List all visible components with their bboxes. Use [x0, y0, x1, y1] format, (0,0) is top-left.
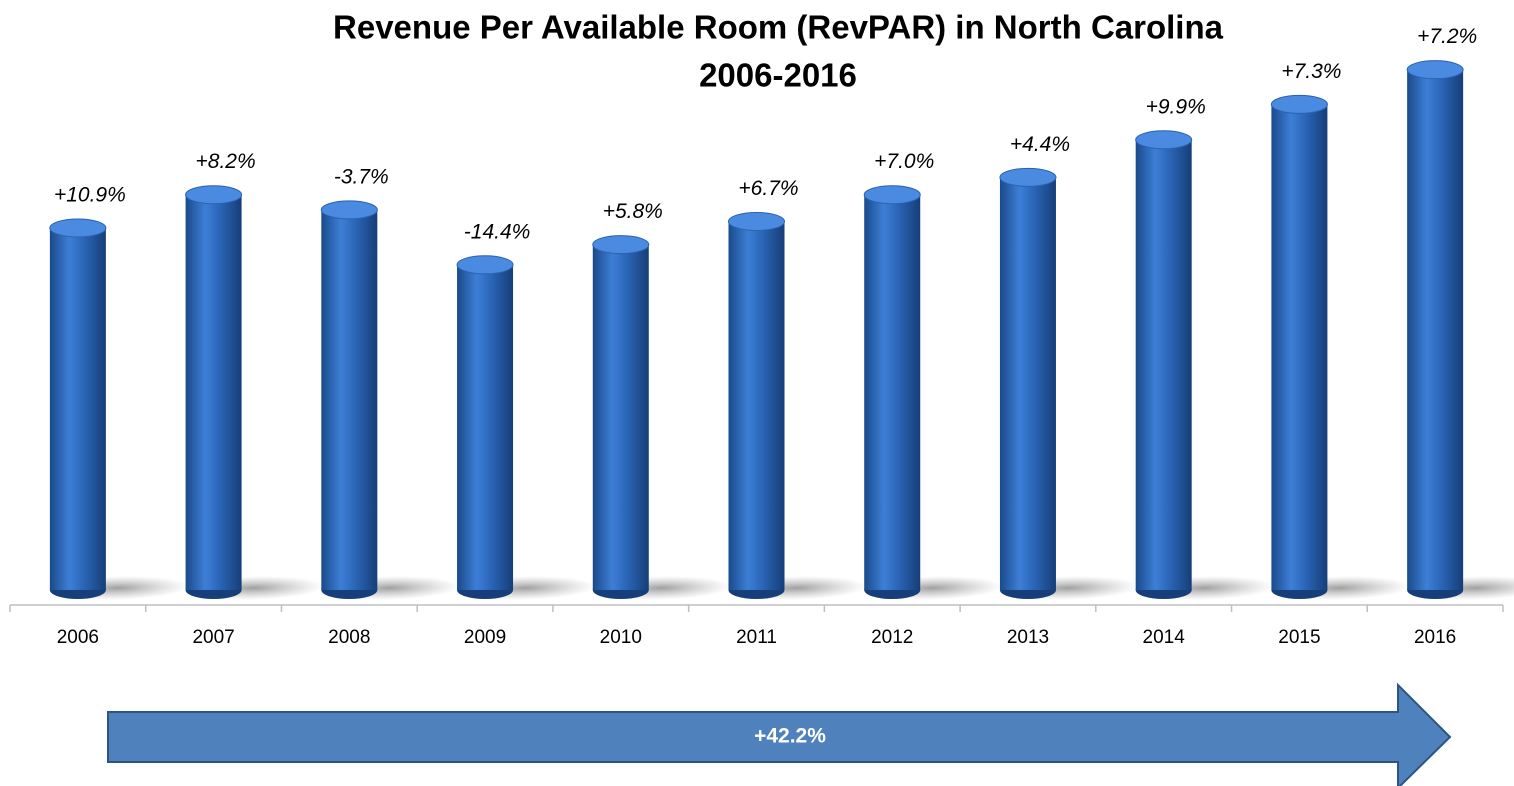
x-tick-label: 2012: [871, 627, 913, 648]
total-arrow: [107, 682, 1452, 786]
bar-annotation: +9.9%: [1146, 95, 1206, 118]
x-tick-label: 2013: [1007, 627, 1049, 648]
bar: [592, 244, 649, 590]
total-change-label: +42.2%: [754, 725, 826, 748]
bar-top: [1135, 130, 1193, 150]
bar: [728, 221, 785, 590]
bar-annotation: +5.8%: [603, 200, 663, 223]
x-tick-label: 2011: [736, 627, 777, 648]
chart-title: Revenue Per Available Room (RevPAR) in N…: [333, 9, 1224, 46]
bar-annotation: +7.0%: [874, 150, 934, 173]
x-tick-label: 2014: [1143, 627, 1186, 648]
bar-top: [49, 218, 107, 238]
bar-top: [456, 255, 514, 275]
bar-annotation: +6.7%: [738, 177, 798, 200]
x-tick-label: 2010: [600, 627, 642, 648]
bar: [1135, 139, 1192, 590]
bar-top: [999, 167, 1057, 187]
bar: [321, 209, 378, 591]
bar-top: [728, 211, 785, 231]
bar: [457, 264, 514, 590]
x-tick-label: 2015: [1278, 627, 1320, 648]
bar: [999, 177, 1056, 590]
bar-annotation: +7.2%: [1417, 25, 1477, 48]
bar: [864, 194, 921, 590]
bar-top: [592, 235, 650, 255]
bar-annotation: -14.4%: [464, 220, 531, 243]
chart-subtitle: 2006-2016: [699, 57, 857, 94]
bar-top: [863, 185, 921, 205]
bar: [185, 194, 242, 590]
bar-annotation: +7.3%: [1281, 60, 1341, 83]
bar-top: [185, 185, 243, 205]
bar: [1271, 104, 1328, 591]
x-tick-label: 2007: [192, 627, 234, 648]
bar-annotation: -3.7%: [334, 165, 389, 188]
x-tick-label: 2006: [57, 627, 99, 648]
bar-annotation: +8.2%: [196, 150, 256, 173]
bar: [49, 227, 106, 590]
bar: [1407, 69, 1464, 591]
bar-top: [1406, 60, 1464, 80]
bar-top: [1270, 94, 1328, 114]
bar-annotation: +10.9%: [54, 183, 126, 206]
x-tick-label: 2008: [328, 627, 370, 648]
bar-annotation: +4.4%: [1010, 133, 1070, 156]
bar-top: [320, 200, 378, 220]
x-tick-label: 2016: [1414, 627, 1456, 648]
x-tick-label: 2009: [464, 627, 506, 648]
